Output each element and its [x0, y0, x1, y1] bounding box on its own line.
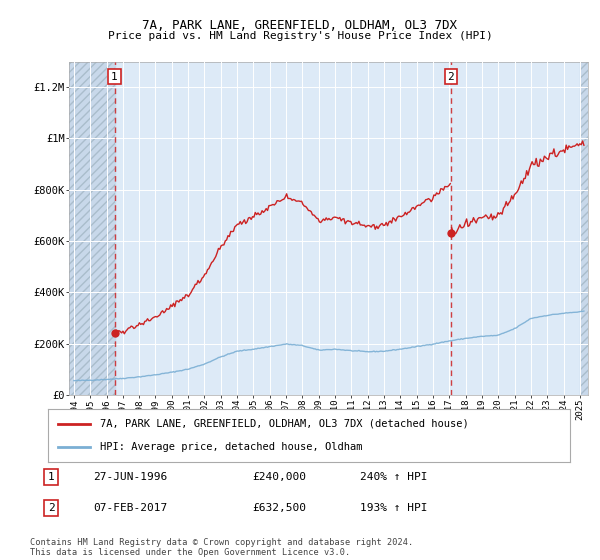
- Bar: [69, 62, 115, 395]
- Text: 7A, PARK LANE, GREENFIELD, OLDHAM, OL3 7DX: 7A, PARK LANE, GREENFIELD, OLDHAM, OL3 7…: [143, 18, 458, 32]
- Text: Price paid vs. HM Land Registry's House Price Index (HPI): Price paid vs. HM Land Registry's House …: [107, 31, 493, 41]
- Text: £240,000: £240,000: [252, 472, 306, 482]
- Bar: [580, 62, 588, 395]
- Text: 2: 2: [448, 72, 454, 82]
- Text: 240% ↑ HPI: 240% ↑ HPI: [360, 472, 427, 482]
- Text: 27-JUN-1996: 27-JUN-1996: [93, 472, 167, 482]
- Text: 7A, PARK LANE, GREENFIELD, OLDHAM, OL3 7DX (detached house): 7A, PARK LANE, GREENFIELD, OLDHAM, OL3 7…: [100, 419, 469, 429]
- Text: 07-FEB-2017: 07-FEB-2017: [93, 503, 167, 513]
- Text: £632,500: £632,500: [252, 503, 306, 513]
- Text: 193% ↑ HPI: 193% ↑ HPI: [360, 503, 427, 513]
- Text: 1: 1: [47, 472, 55, 482]
- Text: 2: 2: [47, 503, 55, 513]
- Text: HPI: Average price, detached house, Oldham: HPI: Average price, detached house, Oldh…: [100, 442, 362, 452]
- Text: Contains HM Land Registry data © Crown copyright and database right 2024.
This d: Contains HM Land Registry data © Crown c…: [30, 538, 413, 557]
- Bar: [580, 62, 588, 395]
- Bar: [69, 62, 115, 395]
- Text: 1: 1: [111, 72, 118, 82]
